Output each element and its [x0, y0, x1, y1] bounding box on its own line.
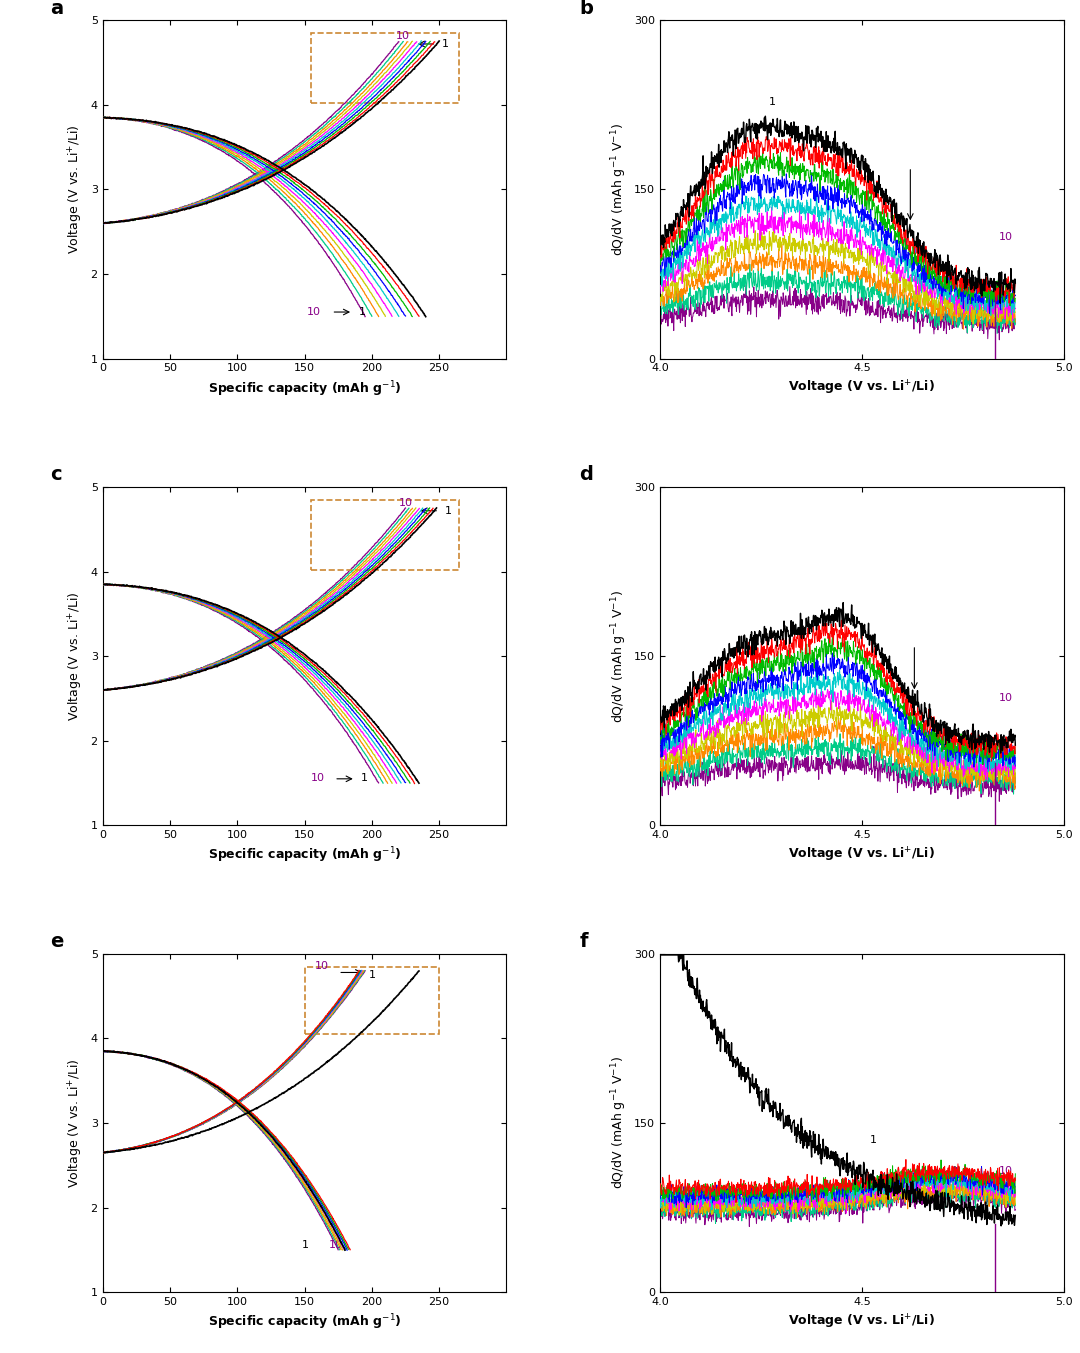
- Text: 10: 10: [396, 31, 410, 41]
- Text: 1: 1: [445, 506, 451, 515]
- X-axis label: Specific capacity (mAh g$^{-1}$): Specific capacity (mAh g$^{-1}$): [207, 379, 402, 399]
- Y-axis label: Voltage (V vs. Li$^{+}$/Li): Voltage (V vs. Li$^{+}$/Li): [67, 591, 85, 721]
- Text: 1: 1: [806, 625, 812, 636]
- Text: a: a: [50, 0, 64, 18]
- X-axis label: Specific capacity (mAh g$^{-1}$): Specific capacity (mAh g$^{-1}$): [207, 846, 402, 866]
- Text: b: b: [579, 0, 593, 18]
- Text: c: c: [50, 465, 62, 484]
- Y-axis label: Voltage (V vs. Li$^{+}$/Li): Voltage (V vs. Li$^{+}$/Li): [67, 1058, 85, 1188]
- Bar: [311, 499, 459, 570]
- Text: 10: 10: [399, 498, 413, 507]
- Text: 1: 1: [361, 774, 368, 783]
- Text: 10: 10: [307, 307, 321, 317]
- Text: e: e: [50, 932, 64, 951]
- Y-axis label: dQ/dV (mAh g$^{-1}$ V$^{-1}$): dQ/dV (mAh g$^{-1}$ V$^{-1}$): [609, 1057, 629, 1189]
- Bar: [305, 966, 440, 1034]
- Text: 1: 1: [359, 307, 365, 317]
- Y-axis label: dQ/dV (mAh g$^{-1}$ V$^{-1}$): dQ/dV (mAh g$^{-1}$ V$^{-1}$): [609, 123, 629, 256]
- Text: 10: 10: [315, 961, 329, 971]
- Text: 10: 10: [999, 1166, 1013, 1176]
- Text: d: d: [579, 465, 593, 484]
- Text: 10: 10: [999, 693, 1013, 704]
- Bar: [311, 32, 459, 103]
- Text: 10: 10: [328, 1241, 342, 1250]
- X-axis label: Voltage (V vs. Li$^{+}$/Li): Voltage (V vs. Li$^{+}$/Li): [788, 846, 935, 865]
- Text: 1: 1: [301, 1241, 309, 1250]
- Y-axis label: Voltage (V vs. Li$^{+}$/Li): Voltage (V vs. Li$^{+}$/Li): [67, 124, 85, 254]
- Text: 10: 10: [999, 233, 1013, 242]
- X-axis label: Voltage (V vs. Li$^{+}$/Li): Voltage (V vs. Li$^{+}$/Li): [788, 1312, 935, 1331]
- Y-axis label: dQ/dV (mAh g$^{-1}$ V$^{-1}$): dQ/dV (mAh g$^{-1}$ V$^{-1}$): [609, 590, 629, 723]
- Text: 1: 1: [769, 97, 775, 107]
- Text: 1: 1: [870, 1135, 877, 1145]
- X-axis label: Specific capacity (mAh g$^{-1}$): Specific capacity (mAh g$^{-1}$): [207, 1312, 402, 1333]
- X-axis label: Voltage (V vs. Li$^{+}$/Li): Voltage (V vs. Li$^{+}$/Li): [788, 379, 935, 398]
- Text: 1: 1: [442, 39, 449, 49]
- Text: 10: 10: [311, 774, 325, 783]
- Text: 1: 1: [369, 970, 376, 980]
- Text: f: f: [579, 932, 588, 951]
